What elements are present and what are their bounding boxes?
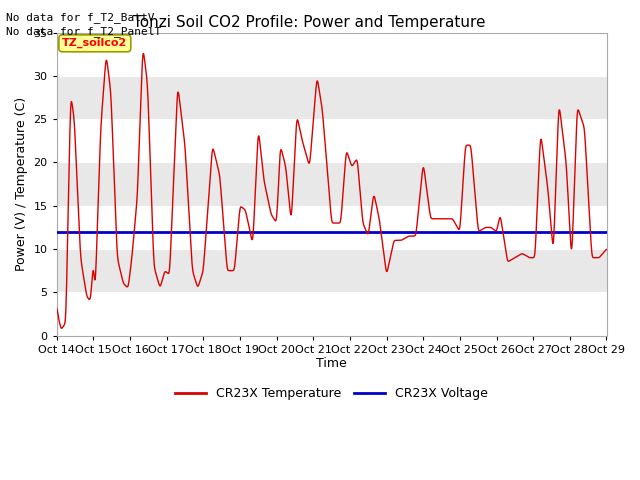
Bar (57, 206, 607, 249)
Text: No data for f_T2_PanelT: No data for f_T2_PanelT (6, 26, 162, 37)
Text: No data for f_T2_BattV: No data for f_T2_BattV (6, 12, 155, 23)
Bar (57, 76, 607, 119)
Text: TZ_soilco2: TZ_soilco2 (62, 38, 127, 48)
X-axis label: Time: Time (316, 358, 347, 371)
Bar (57, 162, 607, 206)
Bar (57, 249, 607, 292)
Y-axis label: Power (V) / Temperature (C): Power (V) / Temperature (C) (15, 97, 28, 271)
Bar (57, 292, 607, 336)
Bar (57, 119, 607, 162)
Text: Tonzi Soil CO2 Profile: Power and Temperature: Tonzi Soil CO2 Profile: Power and Temper… (133, 15, 486, 30)
Legend: CR23X Temperature, CR23X Voltage: CR23X Temperature, CR23X Voltage (170, 382, 493, 405)
Bar (57, 33, 607, 76)
